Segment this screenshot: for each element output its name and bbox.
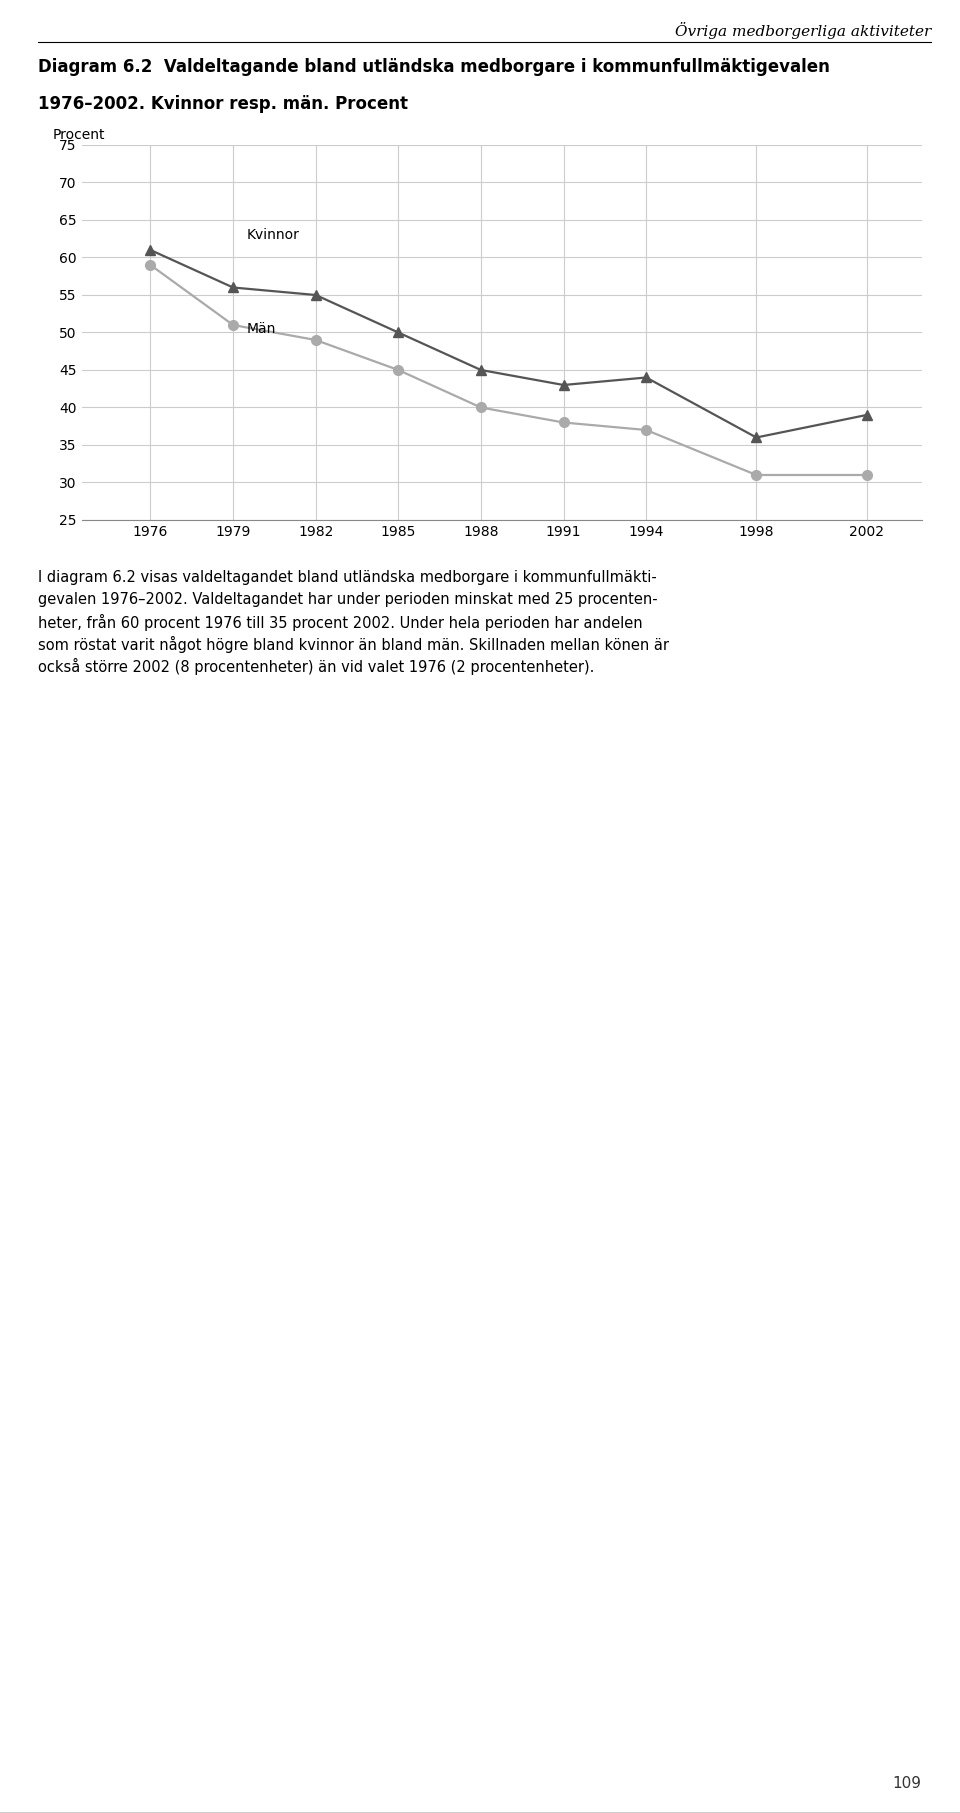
- Text: också större 2002 (8 procentenheter) än vid valet 1976 (2 procentenheter).: också större 2002 (8 procentenheter) än …: [38, 658, 595, 674]
- Text: I diagram 6.2 visas valdeltagandet bland utländska medborgare i kommunfullmäkti-: I diagram 6.2 visas valdeltagandet bland…: [38, 569, 658, 586]
- Text: heter, från 60 procent 1976 till 35 procent 2002. Under hela perioden har andele: heter, från 60 procent 1976 till 35 proc…: [38, 615, 643, 631]
- Text: Övriga medborgerliga aktiviteter: Övriga medborgerliga aktiviteter: [675, 22, 931, 40]
- Text: Procent: Procent: [53, 129, 106, 141]
- Text: som röstat varit något högre bland kvinnor än bland män. Skillnaden mellan könen: som röstat varit något högre bland kvinn…: [38, 636, 669, 653]
- Text: 1976–2002. Kvinnor resp. män. Procent: 1976–2002. Kvinnor resp. män. Procent: [38, 94, 408, 112]
- Text: 109: 109: [893, 1777, 922, 1791]
- Text: Kvinnor: Kvinnor: [247, 228, 300, 241]
- Text: gevalen 1976–2002. Valdeltagandet har under perioden minskat med 25 procenten-: gevalen 1976–2002. Valdeltagandet har un…: [38, 593, 658, 607]
- Text: Diagram 6.2  Valdeltagande bland utländska medborgare i kommunfullmäktigevalen: Diagram 6.2 Valdeltagande bland utländsk…: [38, 58, 830, 76]
- Text: Män: Män: [247, 321, 276, 335]
